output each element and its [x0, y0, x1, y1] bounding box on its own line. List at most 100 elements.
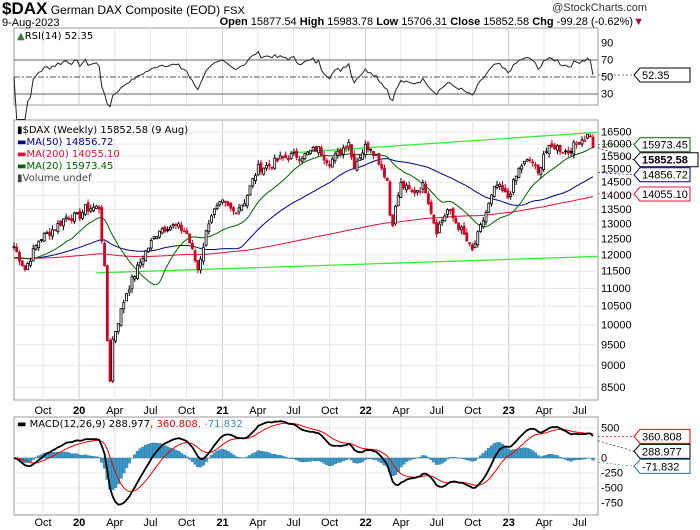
candle	[421, 179, 425, 194]
low-value: 15706.31	[401, 16, 448, 28]
candle-body	[210, 215, 213, 223]
candle-body	[265, 165, 268, 169]
candle	[333, 151, 337, 164]
candle-body	[86, 202, 90, 212]
candle	[396, 191, 400, 207]
candle-body	[212, 208, 216, 215]
candle	[380, 160, 384, 171]
candle	[265, 161, 268, 171]
candle-body	[566, 150, 570, 154]
copyright: @StockCharts.com	[552, 2, 647, 14]
candle	[292, 148, 296, 157]
x-tick-label: Apr	[392, 405, 409, 417]
candle	[564, 148, 567, 155]
candle-body	[517, 167, 521, 178]
candle-body	[53, 229, 57, 232]
candle-body	[407, 184, 411, 190]
candle-body	[553, 144, 557, 150]
candle-body	[147, 247, 150, 253]
panel-rsi	[13, 27, 599, 106]
candle	[64, 213, 68, 222]
candle	[314, 145, 318, 152]
candle	[435, 219, 439, 238]
candle	[405, 182, 408, 193]
candle	[45, 230, 49, 235]
rsi-tick-label: 50	[601, 72, 613, 84]
ma200-line-icon: ▬	[17, 149, 27, 160]
ma200-value-tag-box	[633, 186, 691, 202]
candle-body	[383, 167, 386, 178]
candle-body	[289, 153, 293, 159]
candle-body	[103, 243, 106, 267]
candle-body	[550, 143, 554, 147]
candle	[451, 206, 455, 222]
macd-hist-value-tag: -71.832	[597, 458, 691, 474]
candle-body	[287, 157, 290, 161]
candle-body	[355, 160, 359, 171]
price-legend-text: $DAX (Weekly) 15852.58 (9 Aug)	[22, 125, 189, 136]
candle-body	[363, 143, 367, 156]
candle	[495, 180, 499, 190]
candle-body	[498, 184, 502, 188]
candle	[196, 260, 200, 274]
candle	[152, 236, 156, 241]
candle	[339, 147, 342, 158]
candle	[158, 230, 161, 239]
candle-body	[254, 175, 257, 182]
candle-body	[67, 217, 71, 221]
candle-body	[171, 223, 175, 227]
rsi-value-tag: 52.35	[598, 67, 691, 83]
candle-body	[122, 302, 126, 310]
rsi-tick-label: 90	[601, 38, 613, 50]
candle	[577, 141, 581, 145]
macd-hist-legend: , -71.832	[197, 419, 243, 430]
x-tick-label: Jul	[573, 517, 587, 529]
candle-body	[314, 146, 318, 152]
candle-body	[385, 177, 389, 181]
candle-body	[97, 206, 101, 210]
ma50-value-tag-box	[633, 167, 691, 183]
candle	[352, 150, 356, 170]
candle-body	[366, 142, 370, 151]
macd-line-icon: ▬	[17, 419, 30, 430]
candle	[492, 186, 496, 198]
candle-body	[399, 182, 403, 198]
candle	[424, 180, 428, 194]
macd-hist-value-tag-text: -71.832	[642, 461, 679, 473]
x-tick-label: 23	[503, 405, 515, 417]
candle-body	[369, 148, 373, 151]
candle-body	[503, 187, 507, 193]
candle-body	[487, 202, 491, 213]
candle	[42, 232, 46, 243]
candle-body	[23, 265, 27, 271]
candle	[465, 228, 469, 242]
macd-histogram-bar	[182, 454, 186, 459]
candle	[232, 205, 235, 215]
macd-histogram-bar	[231, 454, 236, 459]
candle-body	[470, 244, 474, 251]
candle	[481, 217, 485, 229]
candle	[133, 275, 137, 282]
candle-body	[421, 182, 425, 190]
candle-body	[26, 262, 30, 271]
candle	[270, 166, 274, 171]
candle	[114, 331, 117, 344]
candle	[336, 147, 340, 159]
candle-body	[234, 212, 238, 215]
candle	[512, 178, 515, 195]
candle	[534, 161, 537, 170]
candle	[383, 164, 386, 179]
macd-histogram-bar	[31, 457, 35, 460]
candle-body	[547, 145, 551, 154]
macd-value-tag-box	[633, 443, 691, 459]
candle-body	[29, 260, 32, 266]
x-tick-label: 22	[360, 405, 372, 417]
close-value: 15852.58	[483, 16, 530, 28]
candle	[182, 227, 186, 233]
ma200-value-tag: 14055.10	[598, 186, 691, 202]
price-tick-label: 13000	[601, 219, 632, 231]
candle-body	[512, 179, 515, 193]
candle	[171, 223, 175, 229]
candle-body	[34, 244, 38, 250]
candle-body	[454, 217, 458, 224]
